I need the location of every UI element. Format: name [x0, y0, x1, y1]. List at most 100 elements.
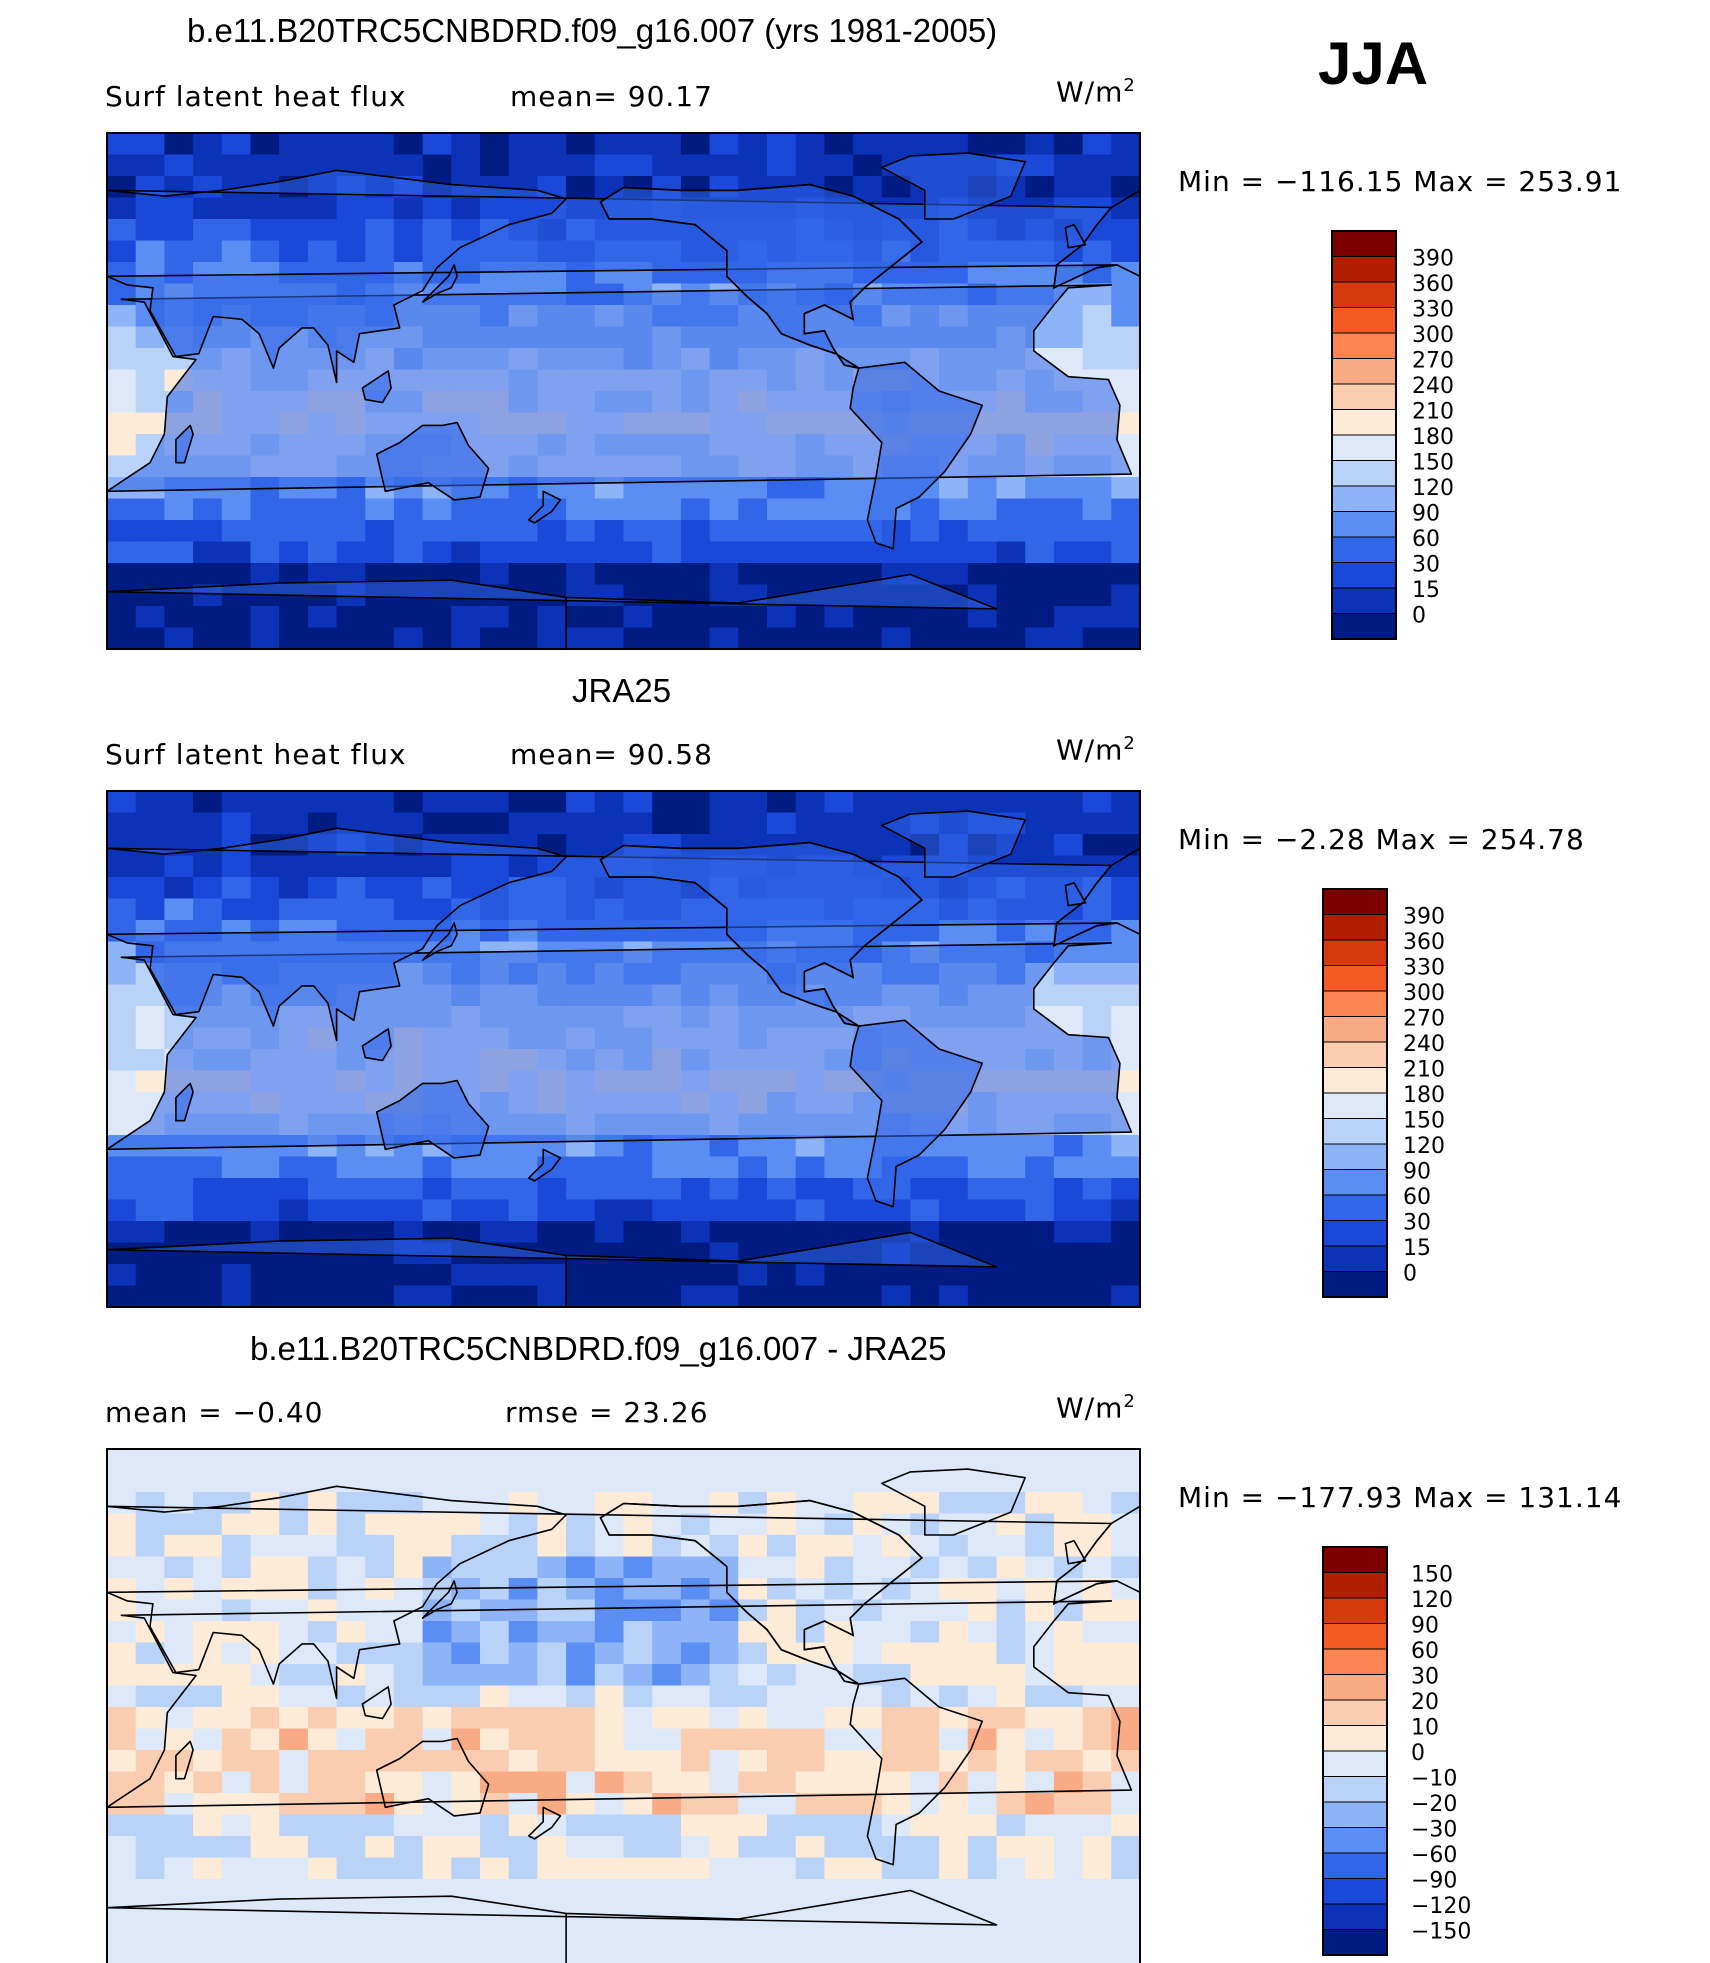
map-cell — [451, 1621, 481, 1644]
map-cell — [135, 326, 165, 349]
map-cell — [680, 1199, 711, 1222]
map-cell — [1053, 1943, 1084, 1963]
map-cell — [107, 1922, 137, 1945]
map-cell — [566, 1664, 596, 1687]
map-cell — [480, 1578, 510, 1601]
map-cell — [279, 1285, 309, 1307]
map-cell — [1053, 326, 1084, 349]
map-cell — [164, 1178, 194, 1201]
map-cell — [566, 1156, 596, 1179]
map-cell — [1111, 1814, 1140, 1837]
colorbar-tick-label: 300 — [1412, 323, 1454, 348]
map-cell — [824, 791, 854, 814]
map-cell — [652, 1836, 682, 1859]
map-cell — [307, 219, 338, 242]
map-cell — [795, 1492, 825, 1515]
map-cell — [967, 1943, 998, 1963]
map-cell — [107, 1006, 137, 1029]
map-cell — [996, 1836, 1026, 1859]
map-cell — [1082, 1264, 1112, 1287]
map-cell — [767, 1578, 797, 1601]
map-cell — [250, 606, 280, 629]
map-cell — [1025, 1556, 1055, 1579]
map-cell — [1111, 584, 1140, 607]
map-cell — [1053, 1556, 1084, 1579]
map-cell — [652, 1621, 682, 1644]
map-cell — [738, 812, 768, 835]
map-cell — [451, 1922, 481, 1945]
map-cell — [107, 1285, 137, 1307]
map-cell — [910, 1156, 940, 1179]
map-cell — [1082, 133, 1112, 156]
map-cell — [795, 1943, 825, 1963]
map-cell — [566, 1771, 596, 1794]
map-cell — [537, 1793, 567, 1816]
map-cell — [853, 1836, 883, 1859]
map-cell — [824, 1535, 854, 1558]
map-cell — [451, 1556, 481, 1579]
map-cell — [824, 1285, 854, 1307]
coastline-japan — [421, 922, 458, 961]
map-cell — [1111, 1242, 1140, 1265]
map-cell — [164, 1642, 194, 1665]
map-cell — [1053, 1221, 1084, 1244]
map-cell — [250, 541, 280, 564]
map-cell — [738, 477, 768, 500]
map-cell — [1082, 498, 1112, 521]
map-cell — [652, 1492, 682, 1515]
map-cell — [594, 1664, 625, 1687]
map-cell — [1082, 941, 1112, 964]
map-cell — [738, 498, 768, 521]
colorbar-swatch — [1331, 485, 1397, 513]
map-cell — [336, 1707, 366, 1730]
map-cell — [709, 1814, 739, 1837]
map-cell — [767, 563, 797, 586]
colorbar-swatch — [1322, 1623, 1388, 1650]
map-cell — [767, 1156, 797, 1179]
map-cell — [566, 834, 596, 857]
map-cell — [164, 197, 194, 220]
map-cell — [537, 627, 567, 649]
panel-3-units-text: W/m — [1056, 1391, 1124, 1425]
map-cell — [910, 1750, 940, 1773]
map-cell — [623, 1857, 653, 1880]
map-cell — [1025, 791, 1055, 814]
map-cell — [422, 898, 452, 921]
map-cell — [623, 1156, 653, 1179]
map-cell — [193, 1599, 223, 1622]
map-cell — [135, 1470, 165, 1493]
colorbar-tick-label: 60 — [1411, 1639, 1439, 1664]
map-cell — [824, 1199, 854, 1222]
map-cell — [1053, 1470, 1084, 1493]
map-cell — [480, 1156, 510, 1179]
map-cell — [164, 498, 194, 521]
panel-1-mean-label: mean= 90.17 — [510, 80, 713, 113]
map-cell — [221, 1664, 252, 1687]
coastline-antarctica — [107, 573, 998, 649]
map-cell — [1053, 1793, 1084, 1816]
map-cell — [193, 1728, 223, 1751]
map-cell — [393, 563, 424, 586]
map-cell — [853, 1492, 883, 1515]
map-cell — [279, 1599, 309, 1622]
map-cell — [795, 627, 825, 649]
map-cell — [1111, 133, 1140, 156]
map-cell — [738, 1178, 768, 1201]
coastline-borneo — [361, 1028, 392, 1062]
map-cell — [365, 197, 395, 220]
map-cell — [652, 1793, 682, 1816]
map-cell — [508, 1900, 538, 1923]
map-cell — [393, 1879, 424, 1902]
map-cell — [824, 1793, 854, 1816]
map-cell — [709, 1535, 739, 1558]
map-cell — [566, 1836, 596, 1859]
map-cell — [135, 1922, 165, 1945]
colorbar-swatch — [1322, 1750, 1388, 1778]
map-cell — [422, 1470, 452, 1493]
map-cell — [135, 1264, 165, 1287]
map-cell — [594, 1836, 625, 1859]
map-cell — [853, 1943, 883, 1963]
colorbar-swatch — [1322, 1143, 1388, 1171]
map-cell — [881, 1685, 912, 1708]
map-cell — [709, 1836, 739, 1859]
